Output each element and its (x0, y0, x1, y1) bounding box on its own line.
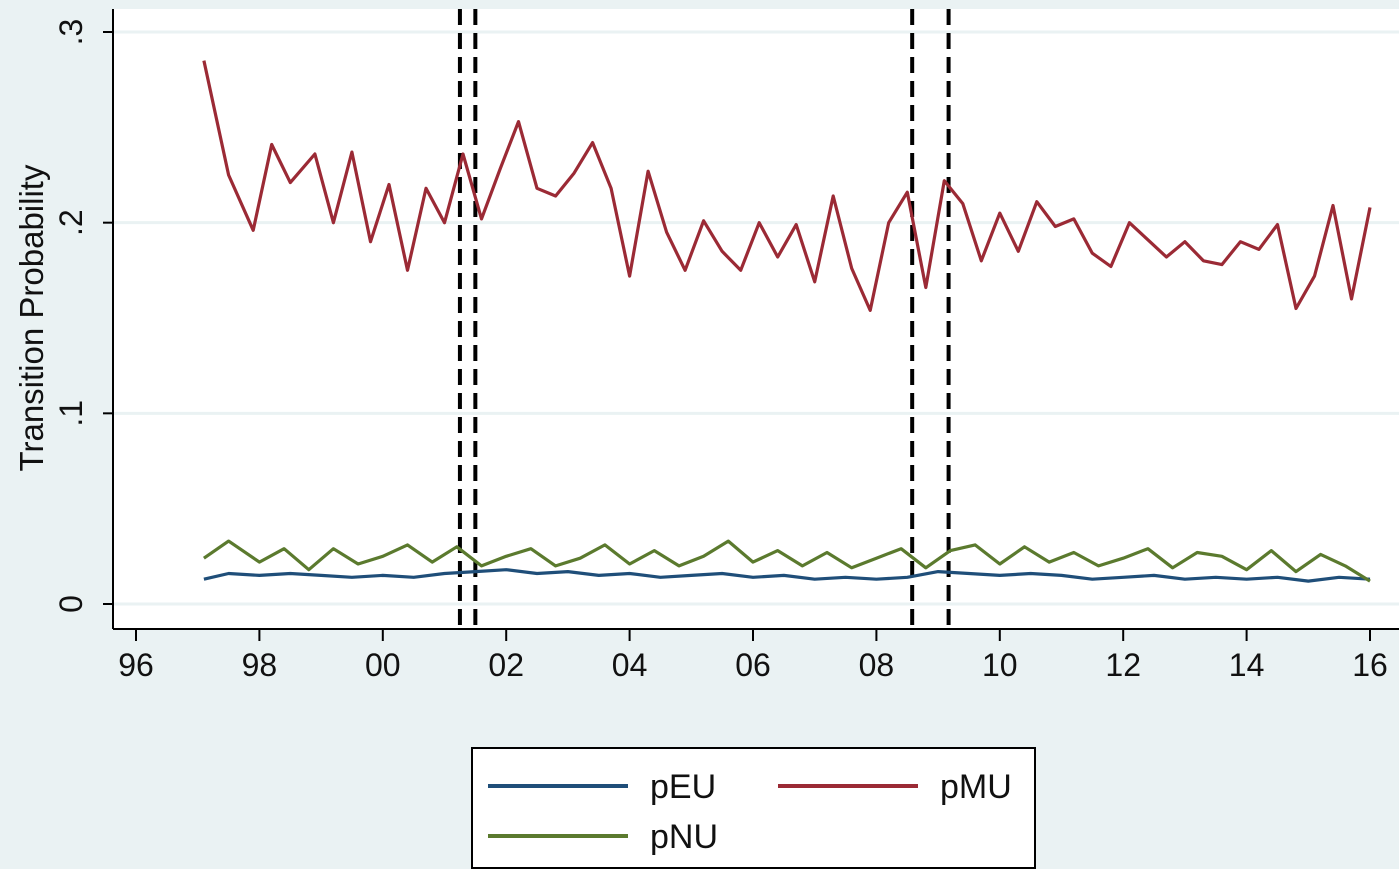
legend: pEU pMU pNU (471, 747, 1036, 869)
legend-label-pNU: pNU (650, 818, 718, 856)
series-line-pNU (202, 539, 1371, 583)
y-tick-label: .3 (53, 19, 89, 46)
y-tick-label: .1 (53, 400, 89, 427)
x-tick-label: 04 (612, 647, 648, 683)
x-tick-label: 08 (859, 647, 895, 683)
legend-label-pMU: pMU (940, 768, 1012, 806)
series-group (202, 60, 1372, 583)
axes: 0 .1 .2 .3 96 98 00 02 04 06 08 10 12 14 16 (53, 9, 1399, 683)
y-axis-title: Transition Probability (13, 164, 50, 471)
x-tick-label: 00 (365, 647, 401, 683)
x-tick-label: 12 (1105, 647, 1141, 683)
y-tick-label: 0 (53, 595, 89, 613)
legend-label-pEU: pEU (650, 768, 716, 806)
grid (113, 30, 1399, 606)
reference-lines (457, 9, 951, 629)
x-tick-label: 10 (982, 647, 1018, 683)
x-tick-label: 98 (242, 647, 278, 683)
x-tick-label: 16 (1352, 647, 1388, 683)
series-line-pMU (202, 60, 1372, 312)
series-line-pEU (203, 568, 1371, 583)
y-tick-label: .2 (53, 209, 89, 236)
legend-box (471, 747, 1036, 869)
x-tick-label: 14 (1229, 647, 1265, 683)
plot-area (113, 9, 1399, 629)
x-tick-label: 06 (735, 647, 771, 683)
x-tick-label: 02 (488, 647, 524, 683)
x-tick-label: 96 (118, 647, 154, 683)
